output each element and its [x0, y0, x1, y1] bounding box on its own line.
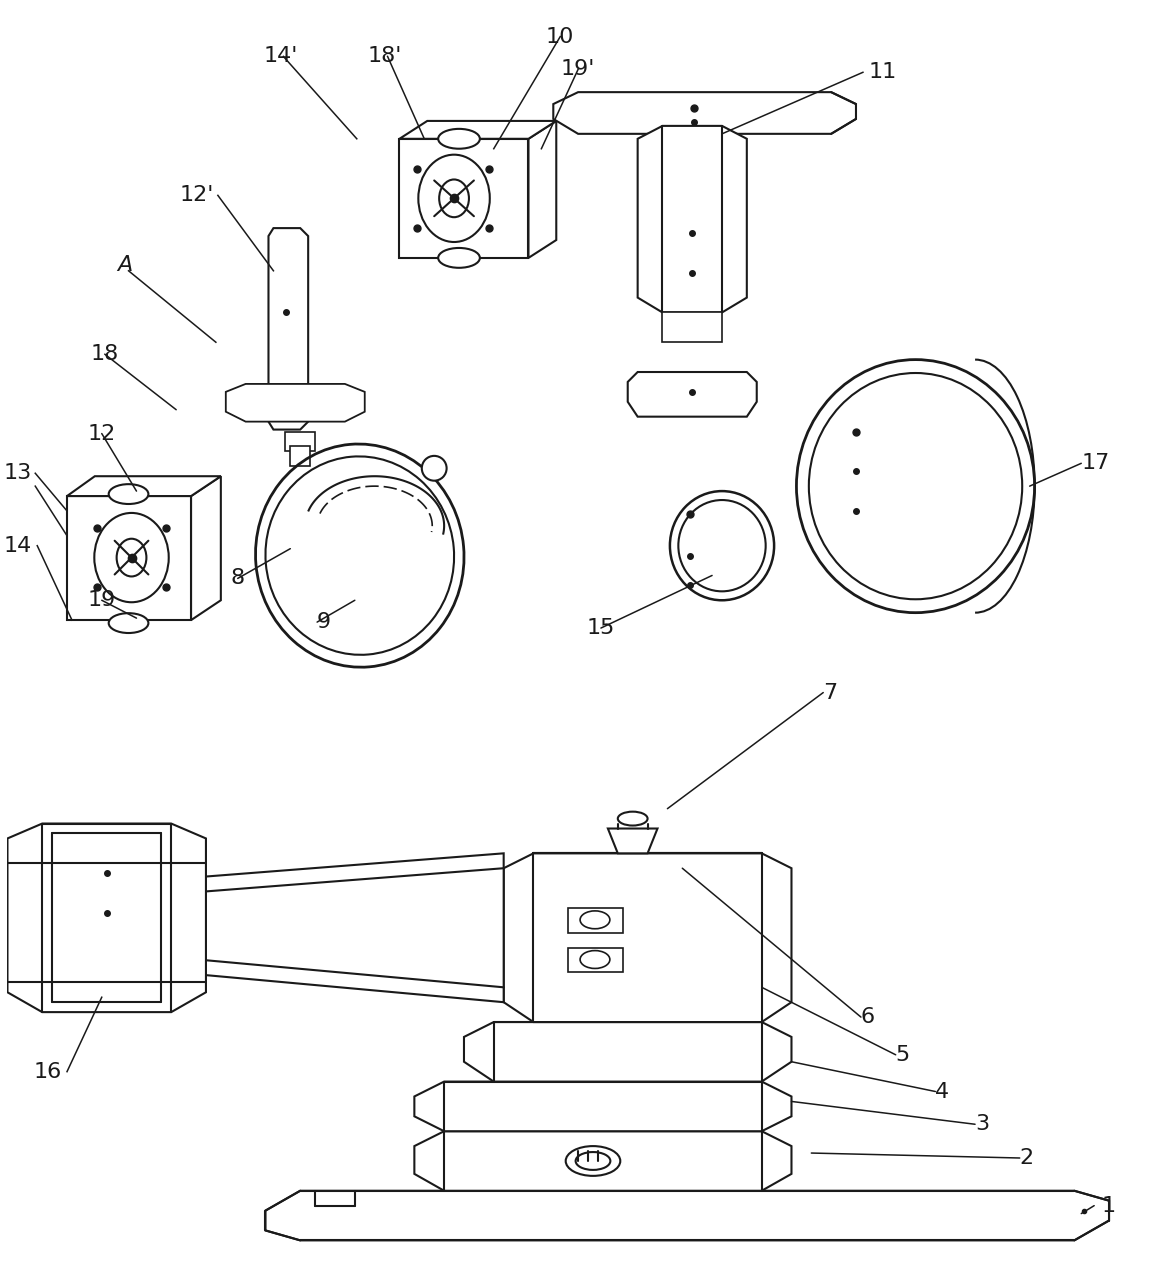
Text: 17: 17 — [1082, 453, 1110, 474]
Polygon shape — [464, 1022, 792, 1082]
Polygon shape — [638, 126, 746, 312]
Polygon shape — [399, 138, 528, 258]
Polygon shape — [607, 828, 658, 853]
Polygon shape — [285, 432, 315, 451]
Polygon shape — [568, 908, 623, 932]
Text: 7: 7 — [823, 682, 837, 702]
Text: 2: 2 — [1020, 1148, 1034, 1168]
Text: 9: 9 — [317, 612, 332, 632]
Polygon shape — [528, 121, 556, 258]
Ellipse shape — [422, 456, 446, 480]
Ellipse shape — [565, 1146, 620, 1176]
Ellipse shape — [109, 484, 148, 504]
Text: 18: 18 — [91, 344, 119, 364]
Ellipse shape — [109, 613, 148, 632]
Polygon shape — [291, 447, 311, 466]
Text: 6: 6 — [861, 1007, 875, 1027]
Polygon shape — [503, 853, 792, 1022]
Polygon shape — [554, 93, 856, 133]
Polygon shape — [399, 121, 556, 138]
Polygon shape — [7, 823, 206, 1012]
Text: 19: 19 — [88, 591, 116, 611]
Text: 14: 14 — [4, 536, 33, 556]
Text: 16: 16 — [34, 1062, 62, 1082]
Polygon shape — [121, 853, 503, 1002]
Text: 14': 14' — [263, 47, 298, 66]
Text: 5: 5 — [896, 1045, 910, 1064]
Text: 19': 19' — [561, 60, 596, 79]
Text: 18': 18' — [368, 47, 402, 66]
Text: 3: 3 — [975, 1114, 989, 1134]
Text: 1: 1 — [1101, 1195, 1115, 1215]
Polygon shape — [67, 476, 221, 497]
Ellipse shape — [438, 248, 480, 268]
Text: 15: 15 — [586, 618, 616, 638]
Text: 12: 12 — [88, 423, 116, 443]
Text: 13: 13 — [4, 464, 33, 484]
Polygon shape — [225, 384, 364, 422]
Text: 4: 4 — [936, 1082, 950, 1101]
Ellipse shape — [618, 812, 647, 826]
Text: 8: 8 — [230, 569, 245, 588]
Text: 12': 12' — [180, 185, 214, 206]
Polygon shape — [415, 1132, 792, 1191]
Polygon shape — [568, 947, 623, 973]
Ellipse shape — [438, 128, 480, 149]
Polygon shape — [265, 1191, 1110, 1241]
Polygon shape — [415, 1082, 792, 1132]
Polygon shape — [67, 497, 192, 620]
Text: 10: 10 — [547, 27, 575, 47]
Polygon shape — [662, 312, 722, 342]
Text: 11: 11 — [869, 62, 897, 83]
Polygon shape — [192, 476, 221, 620]
Text: A: A — [117, 255, 132, 274]
Polygon shape — [627, 372, 757, 417]
Polygon shape — [269, 229, 308, 429]
